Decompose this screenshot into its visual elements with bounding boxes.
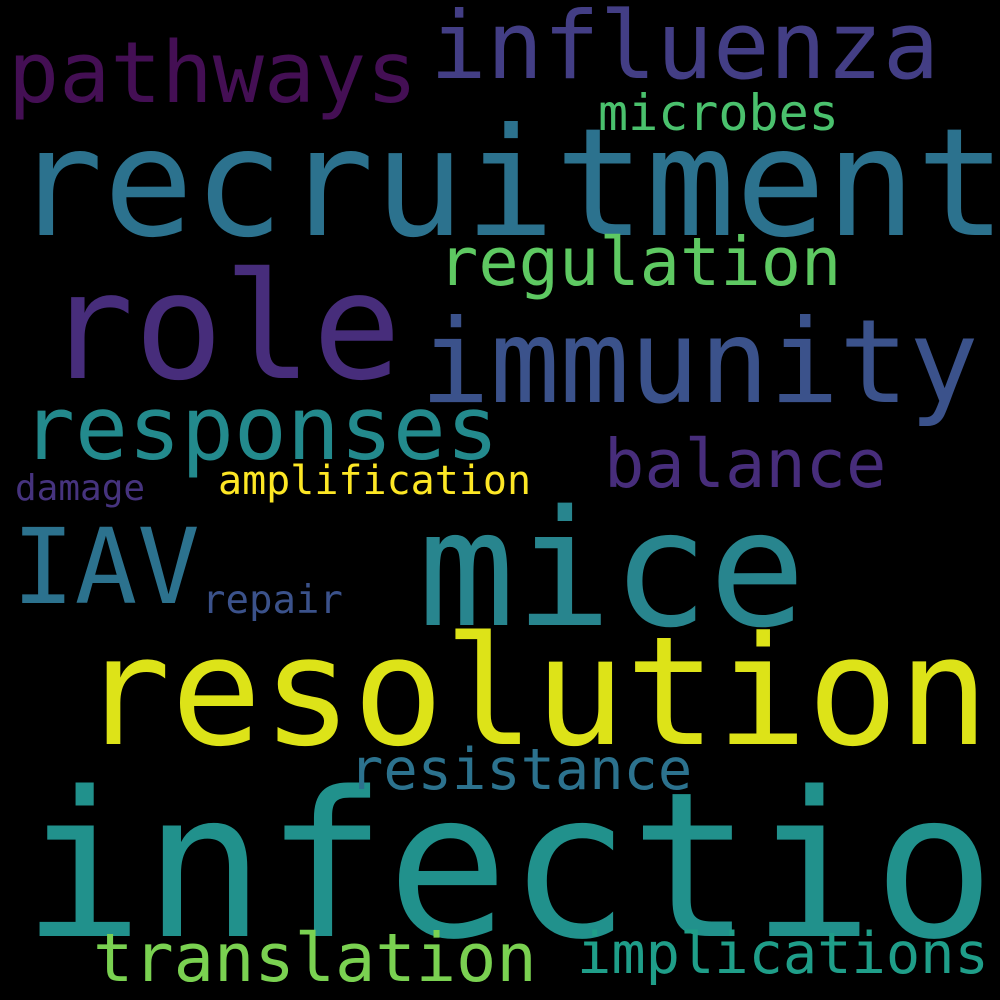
word-recruitment: recruitment [13,97,1000,271]
word-amplification: amplification [218,458,532,504]
word-resistance: resistance [349,737,693,803]
word-microbes: microbes [598,84,839,142]
word-resolution: resolution [80,604,990,780]
word-immunity: immunity [420,295,979,430]
word-role: role [45,241,402,413]
word-influenza: influenza [430,0,940,101]
word-infection: infection [22,748,1000,984]
word-repair: repair [202,578,343,623]
word-balance: balance [604,425,887,503]
word-translation: translation [93,919,537,997]
word-IAV: IAV [12,506,200,628]
word-damage: damage [15,468,146,509]
word-responses: responses [22,377,499,480]
word-implications: implications [577,921,989,987]
word-regulation: regulation [438,223,842,301]
word-mice: mice [418,476,806,663]
word-pathways: pathways [8,24,418,123]
